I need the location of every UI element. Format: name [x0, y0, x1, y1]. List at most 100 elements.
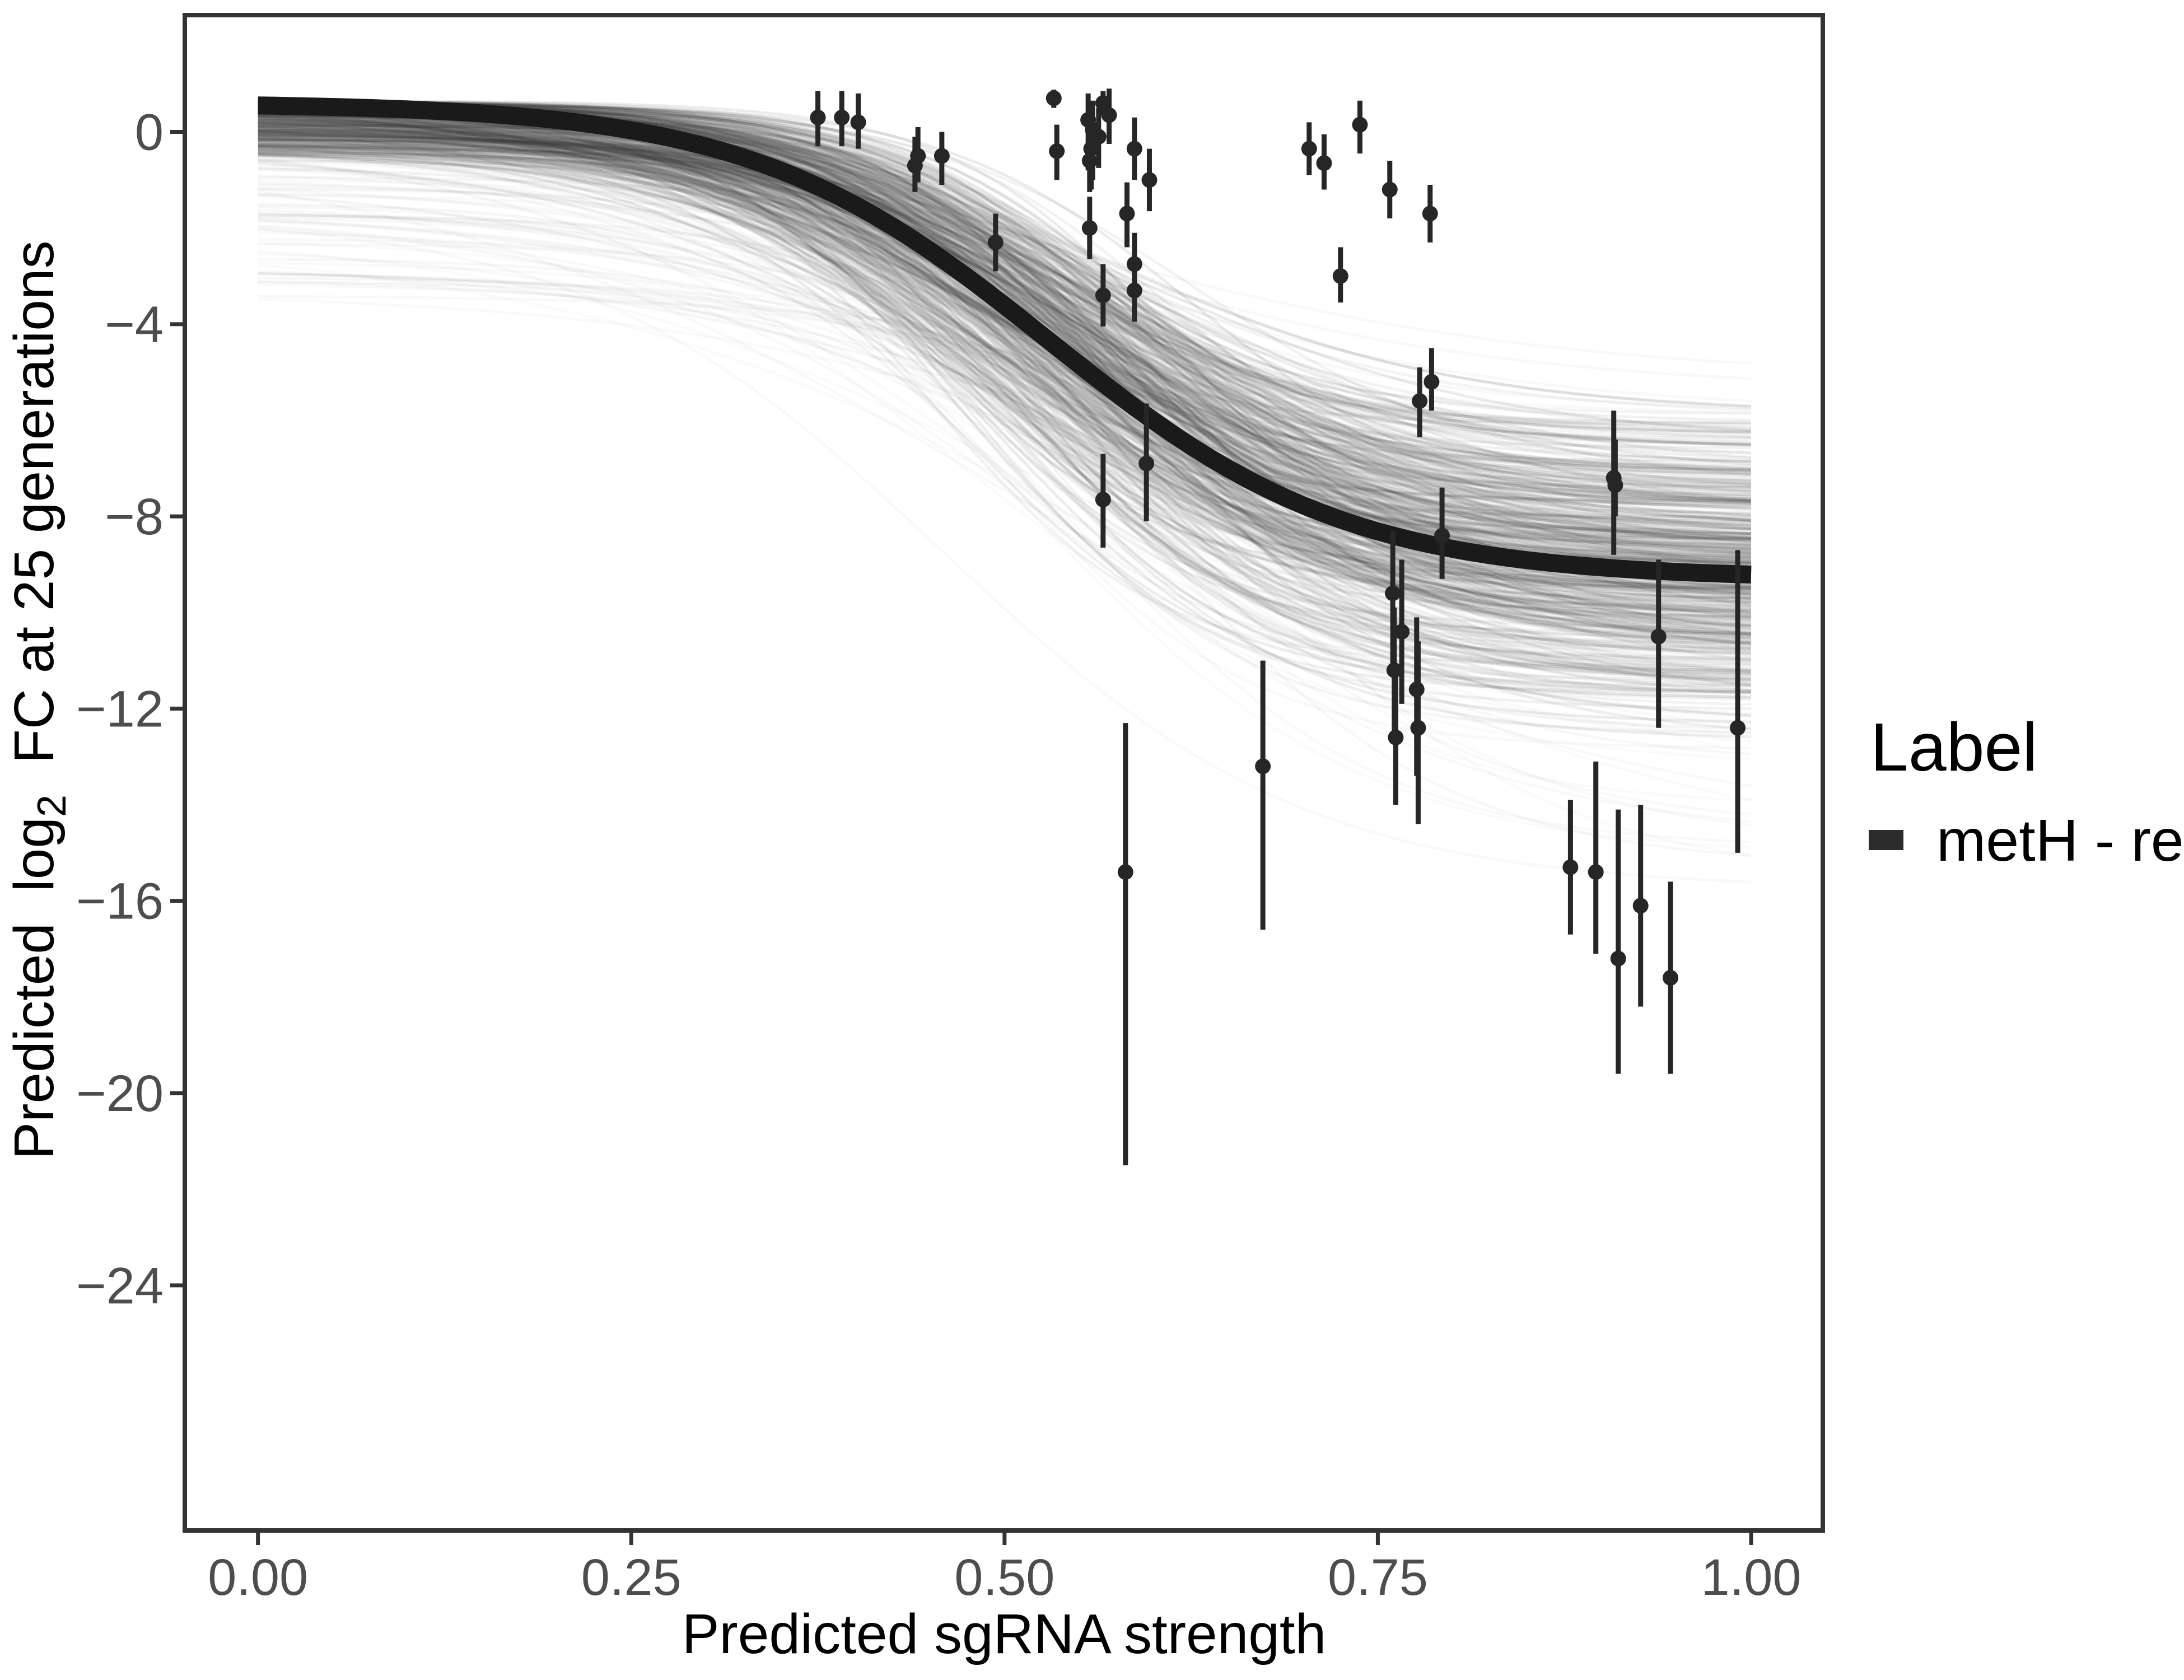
- posterior-draw-curve: [258, 139, 1752, 576]
- data-point: [1610, 950, 1626, 967]
- posterior-draw-curve: [258, 120, 1752, 527]
- posterior-draw-curve: [258, 106, 1752, 612]
- posterior-draw-curve: [258, 122, 1752, 626]
- posterior-draw-curve: [258, 111, 1752, 687]
- posterior-draw-curve: [258, 122, 1752, 569]
- data-point: [1394, 624, 1410, 640]
- posterior-draw-curve: [258, 158, 1752, 487]
- posterior-draw-curve: [258, 144, 1752, 650]
- posterior-draw-curve: [258, 155, 1752, 535]
- data-point: [1385, 585, 1401, 601]
- posterior-draw-curve: [258, 143, 1752, 540]
- posterior-draw-curve: [258, 136, 1752, 544]
- posterior-draw-curve: [258, 124, 1752, 590]
- data-point: [1090, 129, 1107, 145]
- posterior-draw-curve: [258, 101, 1752, 542]
- posterior-draw-curve: [258, 146, 1752, 540]
- data-point: [1607, 477, 1623, 493]
- posterior-draw-curve: [258, 137, 1752, 530]
- posterior-draw-curve: [258, 100, 1752, 496]
- posterior-draw-curve: [258, 111, 1752, 509]
- legend-entry-label: metH - ref: [1936, 808, 2184, 874]
- posterior-draw-curve: [258, 101, 1752, 699]
- posterior-draw-curve: [258, 138, 1752, 561]
- y-axis-title-subscript: 2: [30, 795, 74, 817]
- y-tick-label: −12: [76, 680, 164, 738]
- posterior-draw-curve: [258, 128, 1752, 444]
- posterior-draw-curve: [258, 130, 1752, 627]
- posterior-draw-curve: [258, 147, 1752, 488]
- posterior-draw-curve: [258, 114, 1752, 598]
- posterior-draw-curve: [258, 112, 1752, 717]
- data-point: [934, 148, 950, 164]
- data-point: [1562, 859, 1579, 875]
- posterior-draw-curve: [258, 110, 1752, 637]
- data-point: [1141, 172, 1158, 188]
- posterior-draw-curve: [258, 128, 1752, 677]
- posterior-draw-curve: [258, 129, 1752, 646]
- data-point: [810, 109, 826, 125]
- posterior-draw-curve: [258, 143, 1752, 518]
- posterior-draw-curve: [258, 131, 1752, 482]
- posterior-draw-curve: [258, 128, 1752, 503]
- posterior-draw-curve: [258, 139, 1752, 540]
- posterior-draw-curve: [258, 124, 1752, 587]
- data-point: [850, 114, 866, 130]
- posterior-draw-curve: [258, 99, 1752, 601]
- posterior-draw-curve: [258, 118, 1752, 640]
- posterior-draw-curve: [258, 151, 1752, 692]
- posterior-draw-curve: [258, 147, 1752, 572]
- y-tick-label: −24: [76, 1257, 164, 1314]
- data-point: [1412, 393, 1428, 409]
- posterior-draw-curve: [258, 124, 1752, 522]
- posterior-draw-curve: [258, 102, 1752, 482]
- posterior-draw-curve: [258, 108, 1752, 553]
- posterior-draw-curve: [258, 143, 1752, 566]
- data-point: [1117, 864, 1133, 880]
- posterior-draw-curve: [258, 147, 1752, 493]
- posterior-draw-curve: [258, 141, 1752, 631]
- posterior-draw-curve: [258, 107, 1752, 530]
- posterior-draw-curve: [258, 133, 1752, 600]
- data-point: [1138, 455, 1155, 472]
- y-tick-label: −8: [105, 488, 164, 545]
- posterior-draw-curve: [258, 147, 1752, 543]
- posterior-draw-curve: [258, 139, 1752, 608]
- posterior-draw-curve: [258, 100, 1752, 681]
- data-point: [1095, 492, 1111, 508]
- posterior-draw-curve: [258, 121, 1752, 620]
- posterior-draw-curve: [258, 138, 1752, 472]
- data-point: [910, 148, 926, 164]
- data-point: [1316, 155, 1332, 171]
- posterior-draw-curve: [258, 124, 1752, 562]
- posterior-draw-curve: [258, 134, 1752, 628]
- posterior-draw-curve: [258, 128, 1752, 471]
- posterior-draw-curve: [258, 111, 1752, 503]
- posterior-draw-curve: [258, 181, 1752, 455]
- posterior-draw-curve: [258, 133, 1752, 643]
- data-point: [1101, 107, 1117, 123]
- posterior-draw-curve: [258, 102, 1752, 554]
- data-point: [1301, 141, 1317, 157]
- posterior-draw-curve: [258, 107, 1752, 627]
- data-point: [1126, 141, 1142, 157]
- posterior-draw-curve: [258, 115, 1752, 501]
- posterior-draw-curve: [258, 114, 1752, 608]
- posterior-draw-curve: [258, 135, 1752, 549]
- posterior-draw-curve: [258, 107, 1752, 592]
- posterior-draw-curve: [258, 124, 1752, 503]
- data-point: [834, 109, 850, 125]
- posterior-draw-curve: [258, 122, 1752, 612]
- posterior-draw-curve: [258, 100, 1752, 643]
- posterior-draw-curve: [258, 145, 1752, 660]
- posterior-draw-curve: [258, 150, 1752, 555]
- posterior-draw-curve: [258, 122, 1752, 577]
- posterior-draw-curve: [258, 124, 1752, 566]
- posterior-draw-curve: [258, 100, 1752, 622]
- posterior-draw-curve: [258, 132, 1752, 645]
- posterior-draw-curve: [258, 102, 1752, 570]
- posterior-draw-curve: [258, 119, 1752, 564]
- posterior-draw-curve: [258, 124, 1752, 587]
- posterior-draw-curve: [258, 131, 1752, 590]
- data-point: [1424, 374, 1440, 390]
